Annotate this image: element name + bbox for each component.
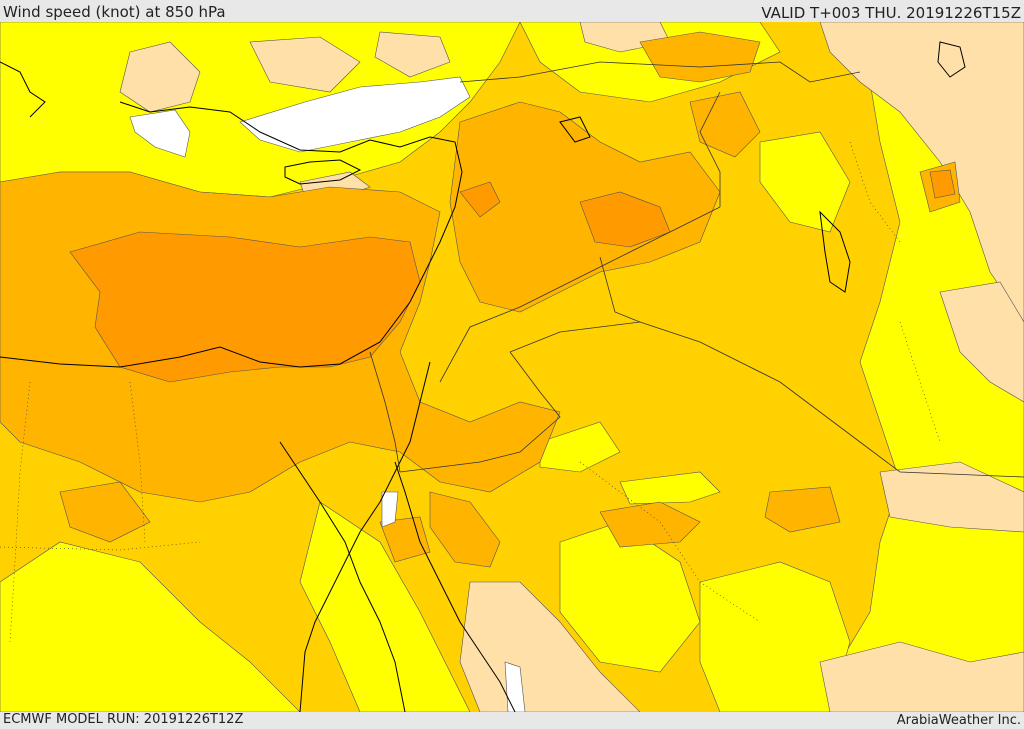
header-bar: Wind speed (knot) at 850 hPa VALID T+003…	[0, 0, 1024, 22]
valid-time: VALID T+003 THU. 20191226T15Z	[761, 4, 1021, 22]
map-title: Wind speed (knot) at 850 hPa	[3, 3, 226, 21]
internal-borders	[0, 141, 941, 643]
field-strong	[69, 169, 956, 383]
credit-label: ArabiaWeather Inc.	[896, 713, 1021, 728]
coastlines	[0, 41, 966, 712]
map-canvas	[0, 22, 1024, 712]
footer-bar: ECMWF MODEL RUN: 20191226T12Z ArabiaWeat…	[0, 712, 1024, 729]
model-run: ECMWF MODEL RUN: 20191226T12Z	[3, 712, 244, 727]
field-very-light	[119, 22, 1024, 712]
wind-speed-map[interactable]	[0, 22, 1024, 712]
borders	[369, 61, 1024, 478]
